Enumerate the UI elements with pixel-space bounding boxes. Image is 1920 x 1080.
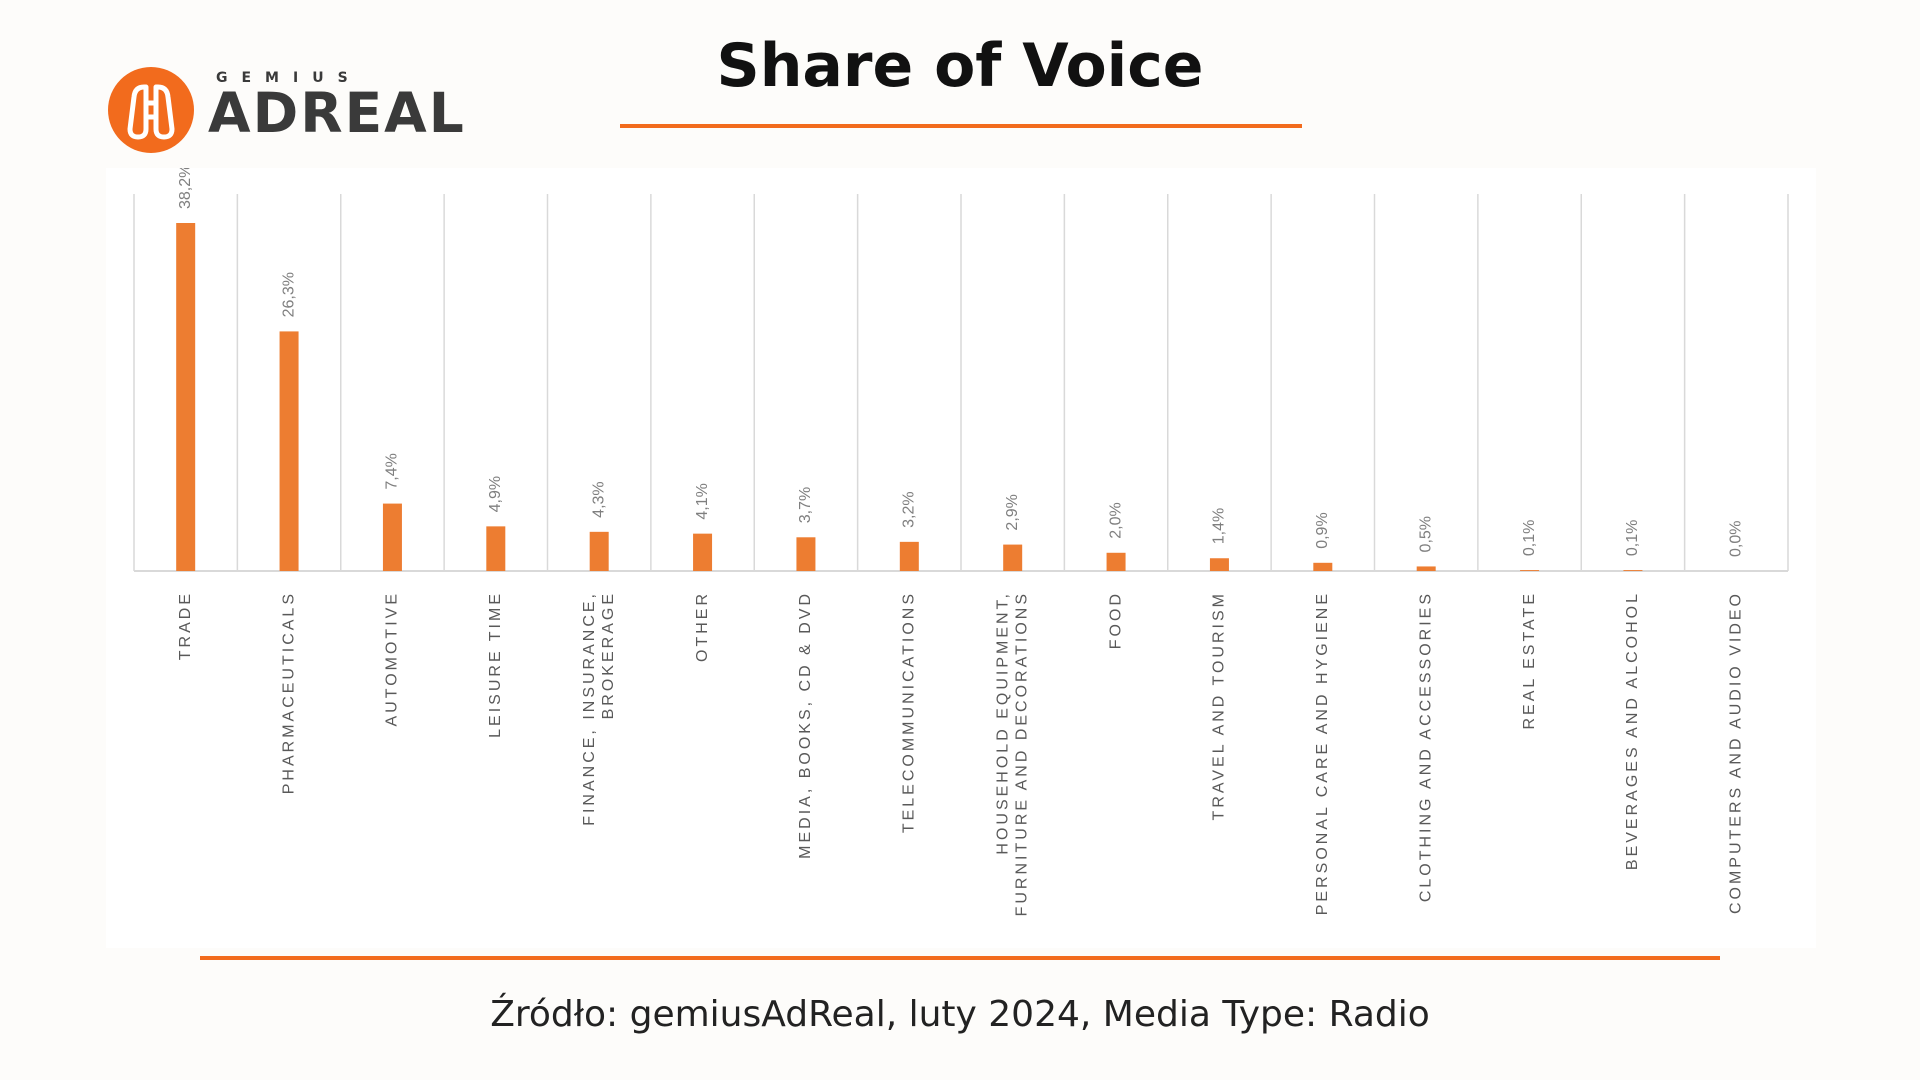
data-label: 2,0% — [1107, 502, 1124, 538]
data-label: 2,9% — [1004, 494, 1021, 530]
bar — [1106, 552, 1126, 571]
category-label: TELECOMMUNICATIONS — [901, 591, 918, 833]
bar — [1520, 570, 1540, 571]
category-label: OTHER — [694, 591, 711, 662]
logo-small-text: GEMIUS — [216, 70, 362, 86]
category-label: AUTOMOTIVE — [384, 591, 401, 727]
title-underline — [620, 124, 1302, 128]
category-label: TRAVEL AND TOURISM — [1211, 591, 1228, 820]
bar-chart: 38,2% TRADE 26,3% PHARMACEUTICALS 7,4% AUTOMO… — [133, 168, 1789, 916]
footer-divider — [200, 956, 1720, 960]
category-label: BROKERAGE — [600, 591, 617, 719]
category-label: TRADE — [177, 591, 194, 660]
data-label: 38,2% — [177, 168, 194, 209]
logo-big-text: ADREAL — [208, 81, 466, 145]
data-label: 0,9% — [1314, 512, 1331, 548]
data-label: 7,4% — [384, 453, 401, 489]
source-caption: Źródło: gemiusAdReal, luty 2024, Media T… — [490, 994, 1430, 1035]
bar — [1623, 570, 1643, 571]
category-label: PHARMACEUTICALS — [280, 591, 297, 794]
binoculars-icon — [127, 84, 175, 140]
data-label: 0,5% — [1417, 516, 1434, 552]
data-label: 4,1% — [694, 483, 711, 519]
data-label: 3,7% — [797, 487, 814, 523]
category-label: CLOTHING AND ACCESSORIES — [1417, 591, 1434, 902]
category-label: FOOD — [1107, 591, 1124, 649]
bar — [589, 531, 609, 571]
bar — [1003, 544, 1023, 571]
data-label: 0,0% — [1728, 521, 1745, 557]
logo-badge — [108, 67, 194, 153]
bar — [899, 541, 919, 571]
bar — [1313, 562, 1333, 571]
bar — [279, 331, 299, 571]
data-label: 3,2% — [901, 491, 918, 527]
category-label: FURNITURE AND DECORATIONS — [1013, 591, 1030, 916]
category-label: MEDIA, BOOKS, CD & DVD — [797, 591, 814, 859]
category-label: HOUSEHOLD EQUIPMENT, — [994, 591, 1011, 855]
data-label: 0,1% — [1521, 520, 1538, 556]
bar — [1416, 566, 1436, 571]
bar — [486, 526, 506, 571]
category-label: LEISURE TIME — [487, 591, 504, 738]
data-label: 4,3% — [590, 481, 607, 517]
category-label: REAL ESTATE — [1521, 591, 1538, 730]
data-label: 0,1% — [1624, 520, 1641, 556]
category-label: COMPUTERS AND AUDIO VIDEO — [1728, 591, 1745, 914]
bar — [1209, 558, 1229, 571]
data-label: 1,4% — [1211, 508, 1228, 544]
bar — [382, 503, 402, 571]
category-label: FINANCE, INSURANCE, — [581, 591, 598, 826]
category-label: PERSONAL CARE AND HYGIENE — [1314, 591, 1331, 915]
data-label: 26,3% — [280, 272, 297, 317]
bar — [693, 533, 713, 571]
gemius-adreal-logo: GEMIUS ADREAL — [108, 64, 464, 154]
data-label: 4,9% — [487, 476, 504, 512]
page-title: Share of Voice — [716, 31, 1204, 101]
category-label: BEVERAGES AND ALCOHOL — [1624, 591, 1641, 870]
bar — [176, 223, 196, 571]
bar — [796, 537, 816, 571]
chart-panel: 38,2% TRADE 26,3% PHARMACEUTICALS 7,4% AUTOMO… — [106, 168, 1816, 948]
